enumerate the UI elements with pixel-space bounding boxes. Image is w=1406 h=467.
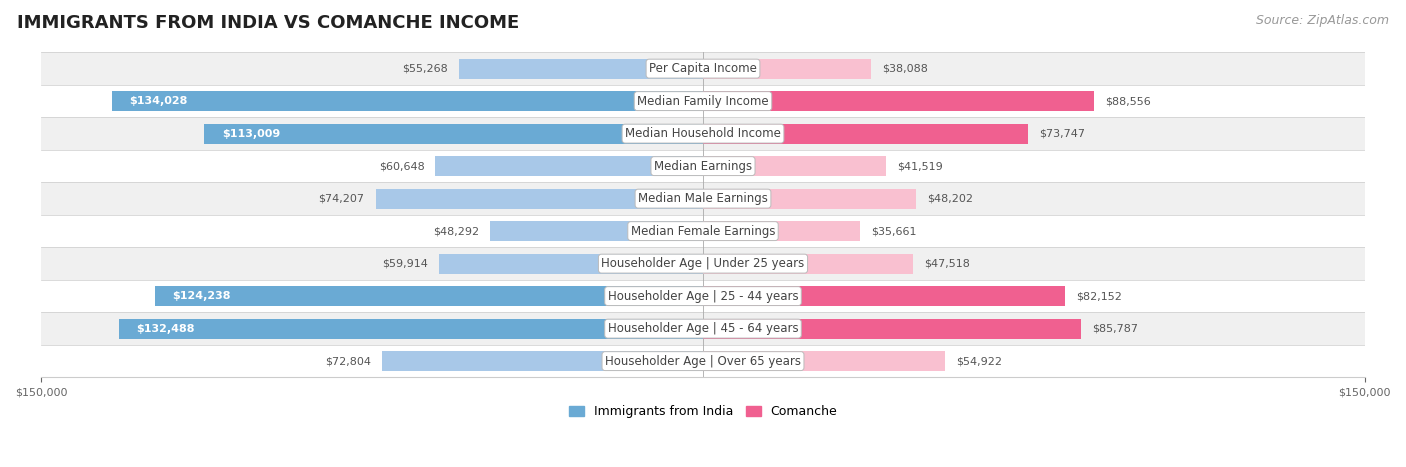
Text: $48,202: $48,202 — [927, 194, 973, 204]
Bar — [41, 215, 1365, 248]
Text: $59,914: $59,914 — [382, 259, 427, 269]
Bar — [436, 156, 703, 176]
Text: Median Family Income: Median Family Income — [637, 95, 769, 107]
Bar — [703, 189, 915, 209]
Bar — [41, 85, 1365, 117]
Bar — [703, 156, 886, 176]
Text: $73,747: $73,747 — [1039, 128, 1085, 139]
Text: $134,028: $134,028 — [129, 96, 188, 106]
Bar — [41, 312, 1365, 345]
Text: $85,787: $85,787 — [1092, 324, 1139, 333]
Bar — [382, 351, 703, 371]
Bar — [703, 221, 860, 241]
Text: Per Capita Income: Per Capita Income — [650, 62, 756, 75]
Text: Median Female Earnings: Median Female Earnings — [631, 225, 775, 238]
Text: $72,804: $72,804 — [325, 356, 371, 366]
Bar — [41, 345, 1365, 377]
Bar — [703, 58, 872, 78]
Text: $82,152: $82,152 — [1077, 291, 1122, 301]
Text: $35,661: $35,661 — [872, 226, 917, 236]
Text: $88,556: $88,556 — [1105, 96, 1150, 106]
Bar — [111, 91, 703, 111]
Bar — [41, 280, 1365, 312]
Bar — [703, 91, 1094, 111]
Text: Householder Age | 25 - 44 years: Householder Age | 25 - 44 years — [607, 290, 799, 303]
Bar — [41, 52, 1365, 85]
Text: $48,292: $48,292 — [433, 226, 479, 236]
Bar — [703, 286, 1066, 306]
Bar — [155, 286, 703, 306]
Bar — [118, 318, 703, 339]
Text: $60,648: $60,648 — [378, 161, 425, 171]
Bar — [375, 189, 703, 209]
Text: $113,009: $113,009 — [222, 128, 280, 139]
Text: Source: ZipAtlas.com: Source: ZipAtlas.com — [1256, 14, 1389, 27]
Bar — [41, 248, 1365, 280]
Text: $55,268: $55,268 — [402, 64, 449, 74]
Text: $132,488: $132,488 — [136, 324, 194, 333]
Bar — [703, 124, 1028, 144]
Text: Median Household Income: Median Household Income — [626, 127, 780, 140]
Bar — [703, 254, 912, 274]
Text: $47,518: $47,518 — [924, 259, 970, 269]
Legend: Immigrants from India, Comanche: Immigrants from India, Comanche — [564, 400, 842, 423]
Bar — [41, 150, 1365, 182]
Bar — [41, 182, 1365, 215]
Text: Householder Age | Under 25 years: Householder Age | Under 25 years — [602, 257, 804, 270]
Text: $38,088: $38,088 — [882, 64, 928, 74]
Text: $124,238: $124,238 — [173, 291, 231, 301]
Text: $54,922: $54,922 — [956, 356, 1002, 366]
Bar — [703, 351, 945, 371]
Text: Householder Age | Over 65 years: Householder Age | Over 65 years — [605, 354, 801, 368]
Bar — [204, 124, 703, 144]
Bar — [41, 117, 1365, 150]
Text: IMMIGRANTS FROM INDIA VS COMANCHE INCOME: IMMIGRANTS FROM INDIA VS COMANCHE INCOME — [17, 14, 519, 32]
Bar — [489, 221, 703, 241]
Text: Householder Age | 45 - 64 years: Householder Age | 45 - 64 years — [607, 322, 799, 335]
Bar — [439, 254, 703, 274]
Text: $41,519: $41,519 — [897, 161, 943, 171]
Bar — [460, 58, 703, 78]
Text: Median Earnings: Median Earnings — [654, 160, 752, 173]
Text: Median Male Earnings: Median Male Earnings — [638, 192, 768, 205]
Bar — [703, 318, 1081, 339]
Text: $74,207: $74,207 — [319, 194, 364, 204]
